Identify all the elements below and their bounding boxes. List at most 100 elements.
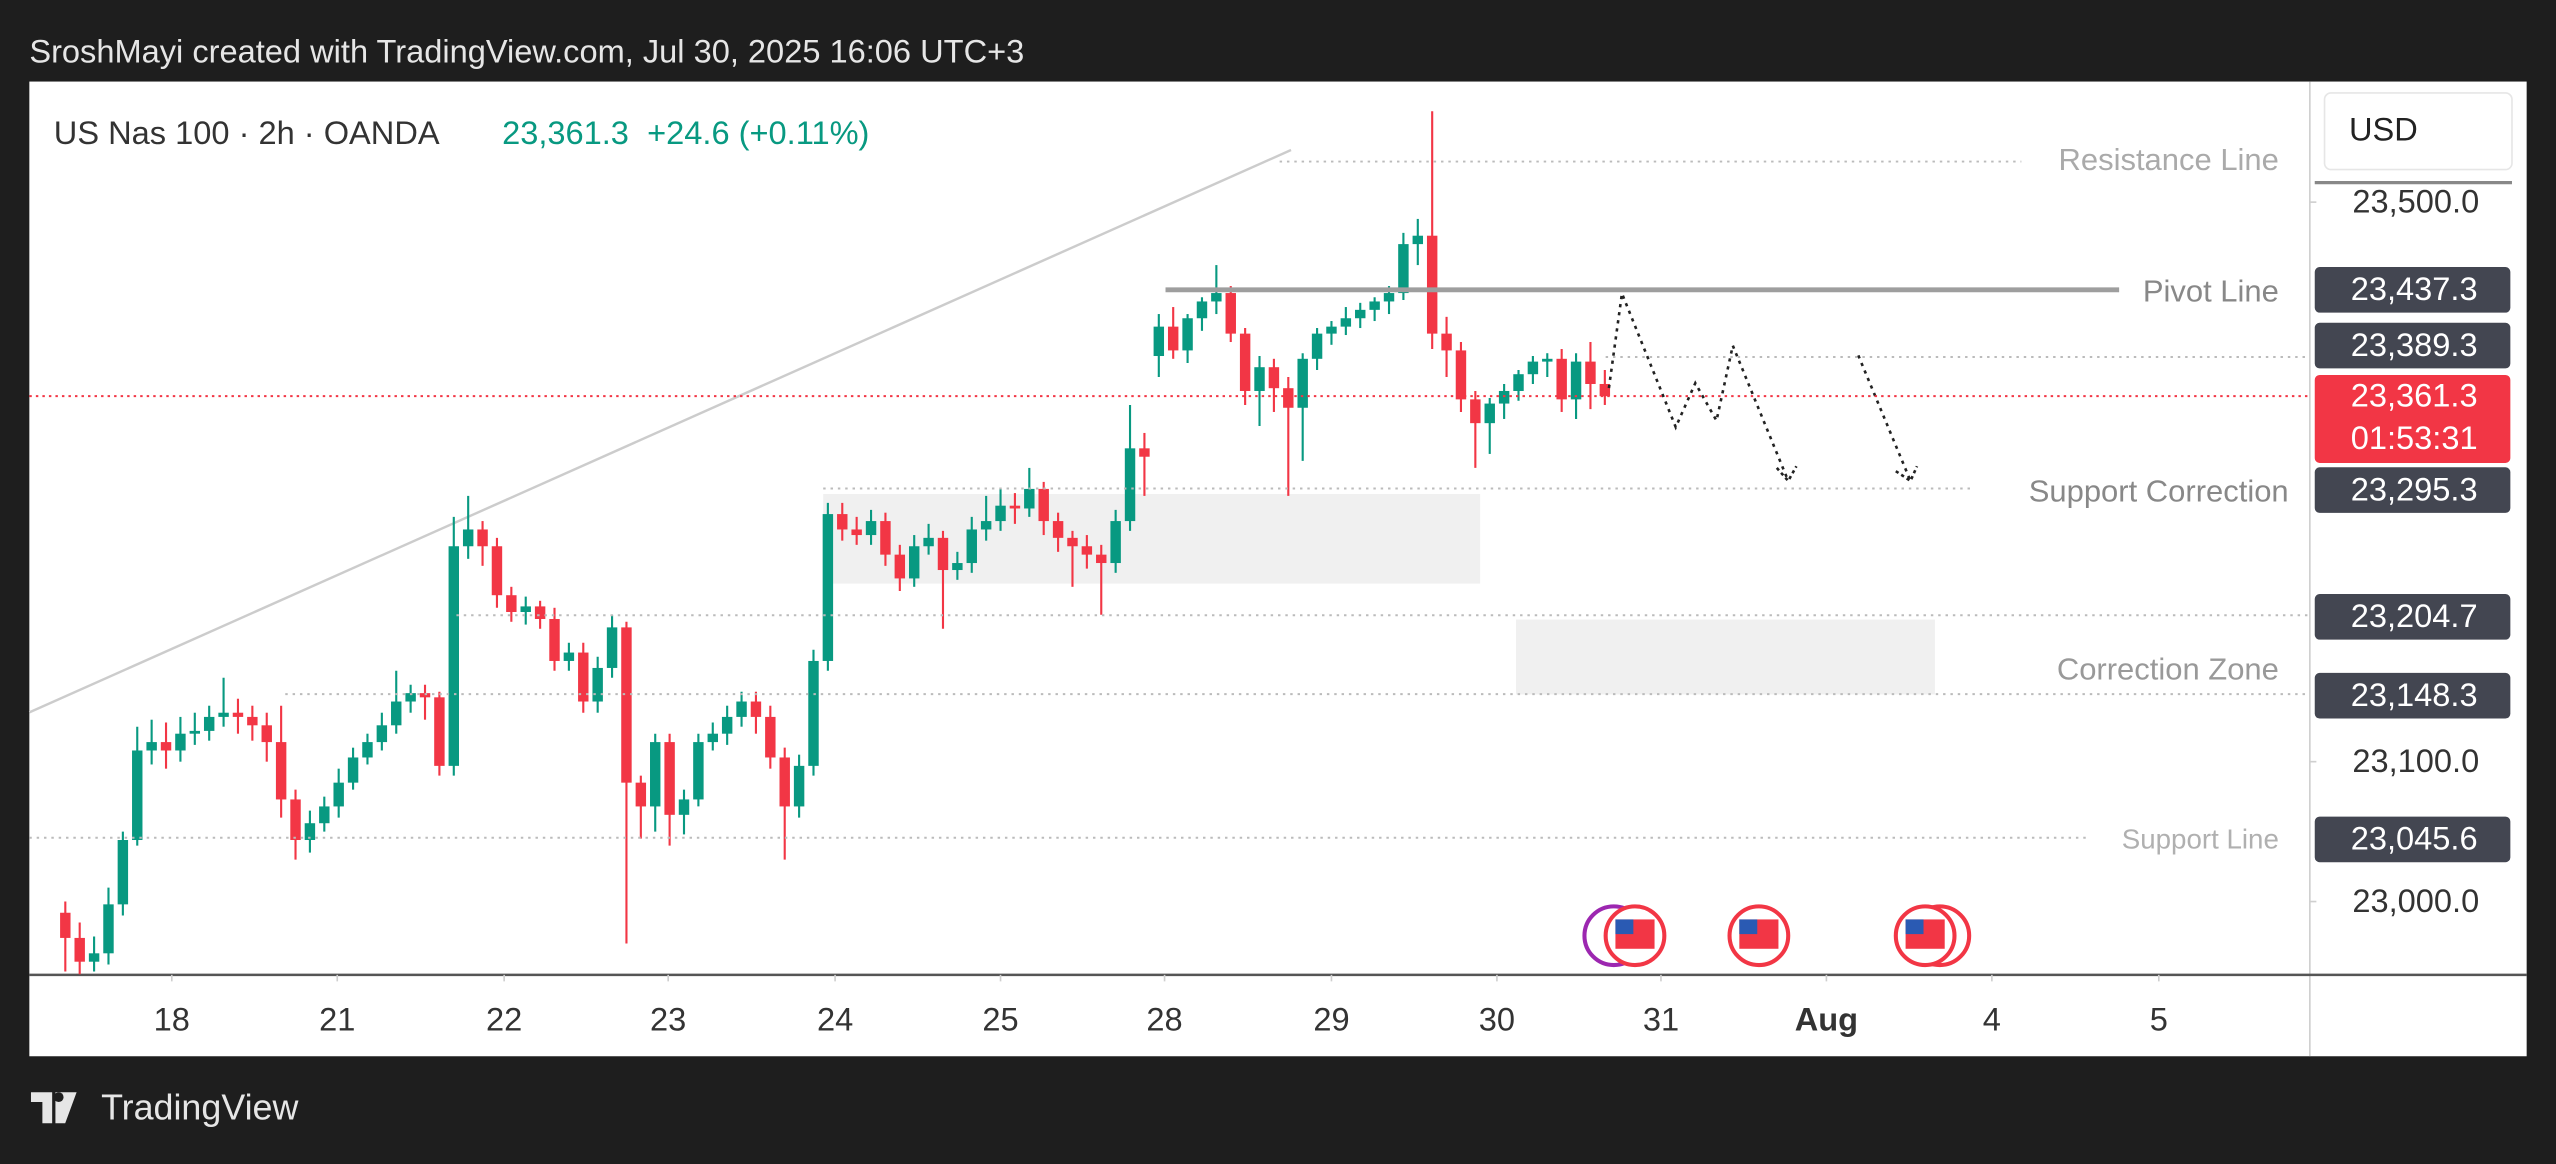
- price-tag-label: 23,204.7: [2351, 597, 2478, 634]
- candle-body: [290, 799, 301, 841]
- candle-body: [117, 840, 129, 905]
- candle-body: [232, 712, 244, 717]
- x-tick-label: 4: [1983, 1001, 2001, 1038]
- level-label: Correction Zone: [2057, 651, 2279, 686]
- candle-body: [1110, 521, 1121, 564]
- logo-dot: [53, 1092, 64, 1103]
- candle-body: [1139, 448, 1150, 457]
- candle-body: [750, 701, 762, 717]
- candle-body: [132, 750, 143, 841]
- x-tick-label: 24: [817, 1001, 853, 1038]
- candle-body: [1326, 326, 1337, 334]
- x-tick-label: Aug: [1795, 1001, 1858, 1038]
- price-tag-label: 23,148.3: [2351, 676, 2478, 713]
- candle-body: [520, 606, 531, 612]
- symbol: US Nas 100 · 2h · OANDA: [54, 114, 440, 151]
- candle-body: [491, 546, 503, 596]
- candle-body: [1052, 521, 1064, 538]
- candle-body: [391, 701, 402, 726]
- candle-body: [1211, 293, 1222, 302]
- footer-bar: [0, 1056, 2556, 1164]
- candle-body: [923, 537, 934, 547]
- logo: [30, 1092, 77, 1124]
- event-icons[interactable]: [1582, 904, 1972, 968]
- candle-body: [736, 701, 747, 717]
- candle-body: [160, 742, 172, 751]
- flag-canton: [1615, 919, 1634, 935]
- y-tick-label: 23,000.0: [2352, 882, 2479, 919]
- candle-body: [362, 742, 373, 758]
- candle-body: [175, 733, 186, 751]
- price-tag: [2314, 322, 2511, 369]
- candle-body: [1556, 358, 1567, 400]
- price-tag-label: 23,389.3: [2351, 326, 2478, 363]
- candle-body: [1067, 537, 1078, 547]
- candle-body: [1599, 383, 1611, 397]
- y-tick-label: 23,500.0: [2352, 182, 2479, 219]
- candle-body: [837, 514, 848, 530]
- candle-body: [664, 742, 675, 815]
- projection-path: [1857, 354, 1912, 482]
- candle-body: [793, 765, 805, 807]
- header: SroshMayi created with TradingView.com, …: [29, 32, 1024, 69]
- candle-body: [275, 742, 287, 800]
- candle-body: [880, 521, 891, 555]
- candle-body: [103, 904, 114, 954]
- candle-body: [563, 652, 575, 661]
- last-price: 23,361.3: [502, 114, 629, 151]
- candle-body: [448, 546, 460, 766]
- price-change: +24.6 (+0.11%): [647, 114, 869, 151]
- candle-body: [822, 514, 834, 661]
- candle-body: [894, 554, 906, 579]
- x-tick-label: 18: [154, 1001, 190, 1038]
- candle-body: [1441, 333, 1452, 351]
- candle-body: [74, 937, 85, 962]
- price-tag: [2314, 467, 2511, 513]
- candle-body: [146, 742, 157, 751]
- current-price-label: 23,361.3: [2351, 376, 2478, 413]
- price-tag: [2314, 267, 2511, 313]
- candle-body: [865, 521, 877, 536]
- x-tick-label: 22: [486, 1001, 522, 1038]
- x-tick-label: 23: [650, 1001, 686, 1038]
- candle-body: [1096, 554, 1107, 564]
- support-box: [823, 493, 1481, 584]
- currency[interactable]: USD: [2349, 111, 2418, 148]
- candle-body: [506, 595, 517, 612]
- price-tag-label: 23,045.6: [2351, 820, 2478, 857]
- level-label: Resistance Line: [2059, 142, 2279, 177]
- candle-body: [980, 521, 992, 530]
- candle-body: [333, 782, 344, 807]
- candle-body: [462, 529, 474, 547]
- candle-body: [578, 652, 589, 702]
- candle-body: [937, 537, 949, 571]
- candle-body: [1311, 333, 1323, 359]
- candle-body: [606, 627, 618, 668]
- flag-canton: [1905, 919, 1924, 935]
- candle-body: [1268, 367, 1280, 389]
- current-price-tag: [2314, 374, 2511, 463]
- levels: Resistance Line Pivot Line 23,437.3 23,389.…: [29, 142, 2511, 863]
- candle-body: [1570, 361, 1582, 400]
- candle-body: [592, 667, 603, 702]
- currency-button[interactable]: [2323, 92, 2513, 171]
- x-tick-label: 29: [1313, 1001, 1349, 1038]
- candle-body: [1542, 358, 1553, 362]
- candle-body: [1470, 399, 1481, 424]
- candle-body: [952, 563, 963, 571]
- candle-body: [434, 697, 445, 766]
- candle-body: [1254, 367, 1265, 391]
- candle-body: [995, 505, 1006, 522]
- level-label: Support Correction: [2029, 474, 2289, 509]
- candle-body: [405, 693, 416, 702]
- candle-body: [765, 716, 776, 758]
- candles: [60, 111, 1611, 975]
- flag-canton: [1739, 919, 1758, 935]
- candle-body: [908, 546, 920, 579]
- correction-zone-box: [1515, 619, 1935, 695]
- candle-body: [678, 799, 690, 815]
- candle-body: [650, 742, 661, 807]
- candle-body: [319, 806, 330, 824]
- footer-brand: TradingView: [101, 1088, 298, 1128]
